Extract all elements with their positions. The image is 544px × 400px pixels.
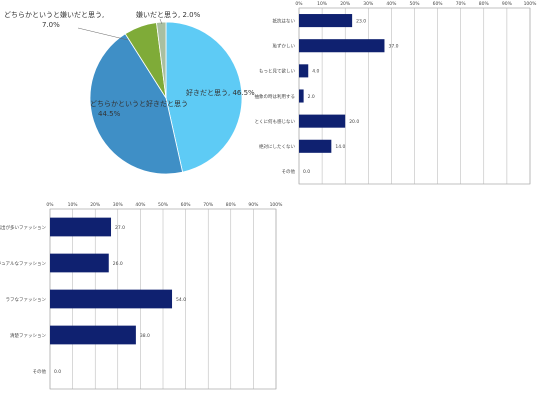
tick-label: 30% xyxy=(363,1,374,7)
category-label: 清楚ファッション xyxy=(10,332,46,339)
bar xyxy=(299,39,385,53)
pie-label: どちらかというと嫌いだと思う, xyxy=(4,10,104,19)
bar xyxy=(299,114,346,128)
value-label: 37.0 xyxy=(388,44,398,50)
tick-label: 60% xyxy=(181,202,192,208)
value-label: 2.0 xyxy=(308,94,315,100)
value-label: 26.0 xyxy=(113,261,123,267)
tick-label: 50% xyxy=(409,1,420,7)
category-label: 抽象の時は利用する xyxy=(255,93,296,100)
tick-label: 30% xyxy=(113,202,124,208)
value-label: 0.0 xyxy=(54,369,61,375)
value-label: 23.0 xyxy=(356,18,366,24)
category-label: とくに何も感じない xyxy=(255,118,296,125)
pie-label: 好きだと思う, 46.5% xyxy=(186,88,255,97)
bar xyxy=(50,289,173,309)
bar xyxy=(299,89,304,103)
pie-slice xyxy=(165,21,243,173)
tick-label: 20% xyxy=(340,1,351,7)
pie-chart: 好きだと思う, 46.5% どちらかというと好きだと思う 44.5% どちらかというと… xyxy=(4,10,255,175)
value-label: 54.0 xyxy=(176,297,186,303)
pie-label: 44.5% xyxy=(98,110,121,118)
category-label: 絶対にしたくない xyxy=(259,143,295,150)
tick-label: 90% xyxy=(502,1,513,7)
bar xyxy=(50,325,136,345)
category-label: 露出が多いファッション xyxy=(0,224,46,231)
tick-label: 70% xyxy=(203,202,214,208)
pie-label: どちらかというと好きだと思う xyxy=(90,99,188,108)
bar xyxy=(50,217,112,237)
tick-label: 40% xyxy=(135,202,146,208)
tick-label: 20% xyxy=(90,202,101,208)
category-label: その他 xyxy=(282,168,296,175)
tick-label: 10% xyxy=(68,202,79,208)
tick-label: 0% xyxy=(295,1,303,7)
tick-label: 60% xyxy=(433,1,444,7)
tick-label: 10% xyxy=(317,1,328,7)
value-label: 20.0 xyxy=(349,119,359,125)
category-label: ラフなファッション xyxy=(6,296,47,303)
bar xyxy=(299,64,309,78)
pie-leader-line xyxy=(77,27,129,41)
bar-chart-2: 0% 10% 20% 30% 40% 50% 60% 70% 80% 90% 100% 27.0 露出が… xyxy=(0,202,284,390)
value-label: 4.0 xyxy=(312,69,319,75)
category-label: 恥ずかしい xyxy=(273,43,296,50)
bar xyxy=(50,253,109,273)
category-label: もっと見て欲しい xyxy=(259,68,295,75)
pie-label: 7.0% xyxy=(42,21,60,29)
pie-leader-line xyxy=(159,18,163,25)
tick-label: 80% xyxy=(479,1,490,7)
tick-label: 0% xyxy=(46,202,54,208)
bar-chart-1: 0% 10% 20% 30% 40% 50% 60% 70% 80% 90% 100% 23.0 抵抗は… xyxy=(255,1,538,185)
category-label: カジュアルなファッション xyxy=(0,260,46,267)
value-label: 14.0 xyxy=(335,144,345,150)
tick-label: 50% xyxy=(158,202,169,208)
pie-slice xyxy=(89,33,184,175)
bar xyxy=(299,14,353,28)
tick-label: 70% xyxy=(456,1,467,7)
tick-label: 100% xyxy=(524,1,538,7)
tick-label: 90% xyxy=(248,202,259,208)
bar xyxy=(299,139,332,153)
value-label: 27.0 xyxy=(115,225,125,231)
category-label: 抵抗はない xyxy=(273,17,296,24)
tick-label: 100% xyxy=(270,202,284,208)
value-label: 0.0 xyxy=(303,169,310,175)
value-label: 38.0 xyxy=(140,333,150,339)
tick-label: 80% xyxy=(226,202,237,208)
pie-label: 嫌いだと思う, 2.0% xyxy=(136,10,201,19)
category-label: その他 xyxy=(33,368,47,375)
tick-label: 40% xyxy=(386,1,397,7)
